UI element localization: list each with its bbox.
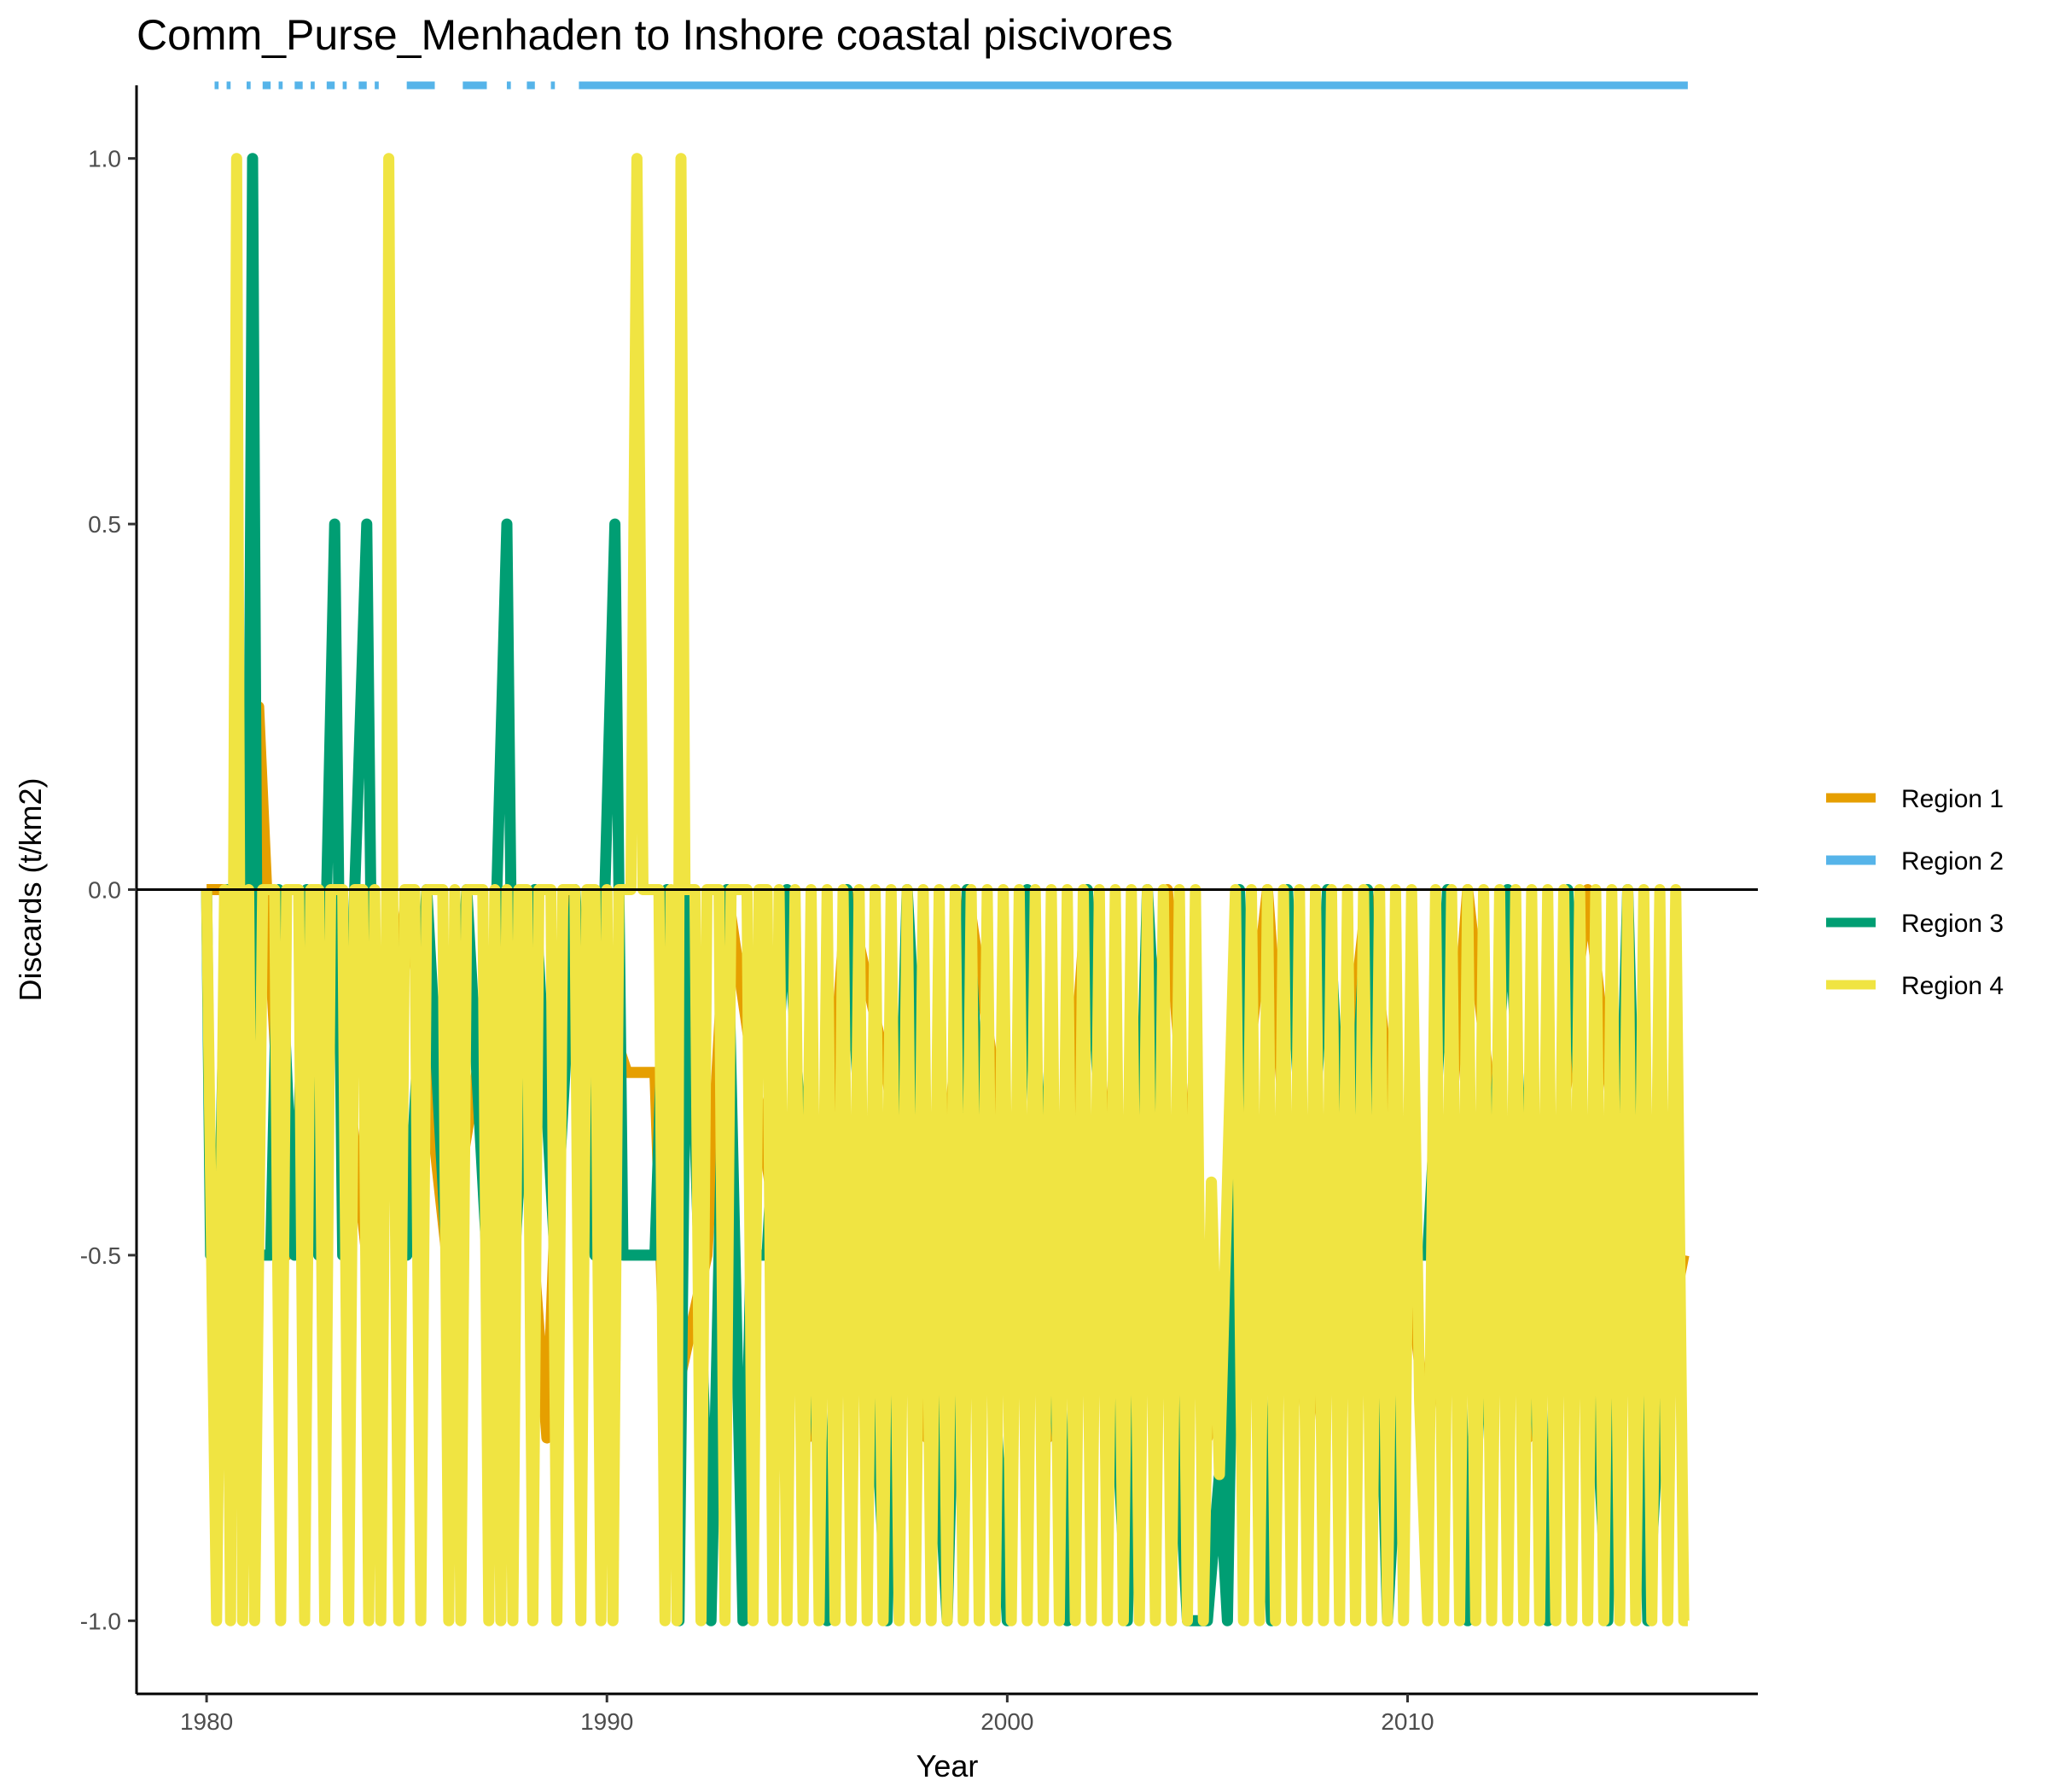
x-tick-label: 2010 — [1381, 1708, 1434, 1735]
y-axis-ticks: 1.0 0.5 0.0 -0.5 -1.0 — [80, 146, 137, 1634]
y-axis-title: Discards (t/km2) — [13, 777, 48, 1001]
y-tick-label: 0.0 — [88, 877, 121, 904]
x-axis-ticks: 1980 1990 2000 2010 — [180, 1694, 1434, 1735]
y-tick-label: -1.0 — [80, 1608, 121, 1634]
y-tick-label: -0.5 — [80, 1242, 121, 1269]
legend-label-region-2: Region 2 — [1901, 847, 2004, 876]
y-tick-label: 0.5 — [88, 511, 121, 538]
legend-label-region-1: Region 1 — [1901, 785, 2004, 813]
x-tick-label: 1980 — [180, 1708, 233, 1735]
x-axis-title: Year — [916, 1748, 979, 1783]
legend-label-region-4: Region 4 — [1901, 972, 2004, 1000]
chart-title: Comm_Purse_Menhaden to Inshore coastal p… — [137, 11, 1173, 59]
series-layer — [201, 81, 1690, 1626]
x-tick-label: 2000 — [980, 1708, 1033, 1735]
x-tick-label: 1990 — [580, 1708, 633, 1735]
legend: Region 1 Region 2 Region 3 Region 4 — [1826, 785, 2004, 1000]
legend-label-region-3: Region 3 — [1901, 910, 2004, 938]
y-tick-label: 1.0 — [88, 146, 121, 172]
